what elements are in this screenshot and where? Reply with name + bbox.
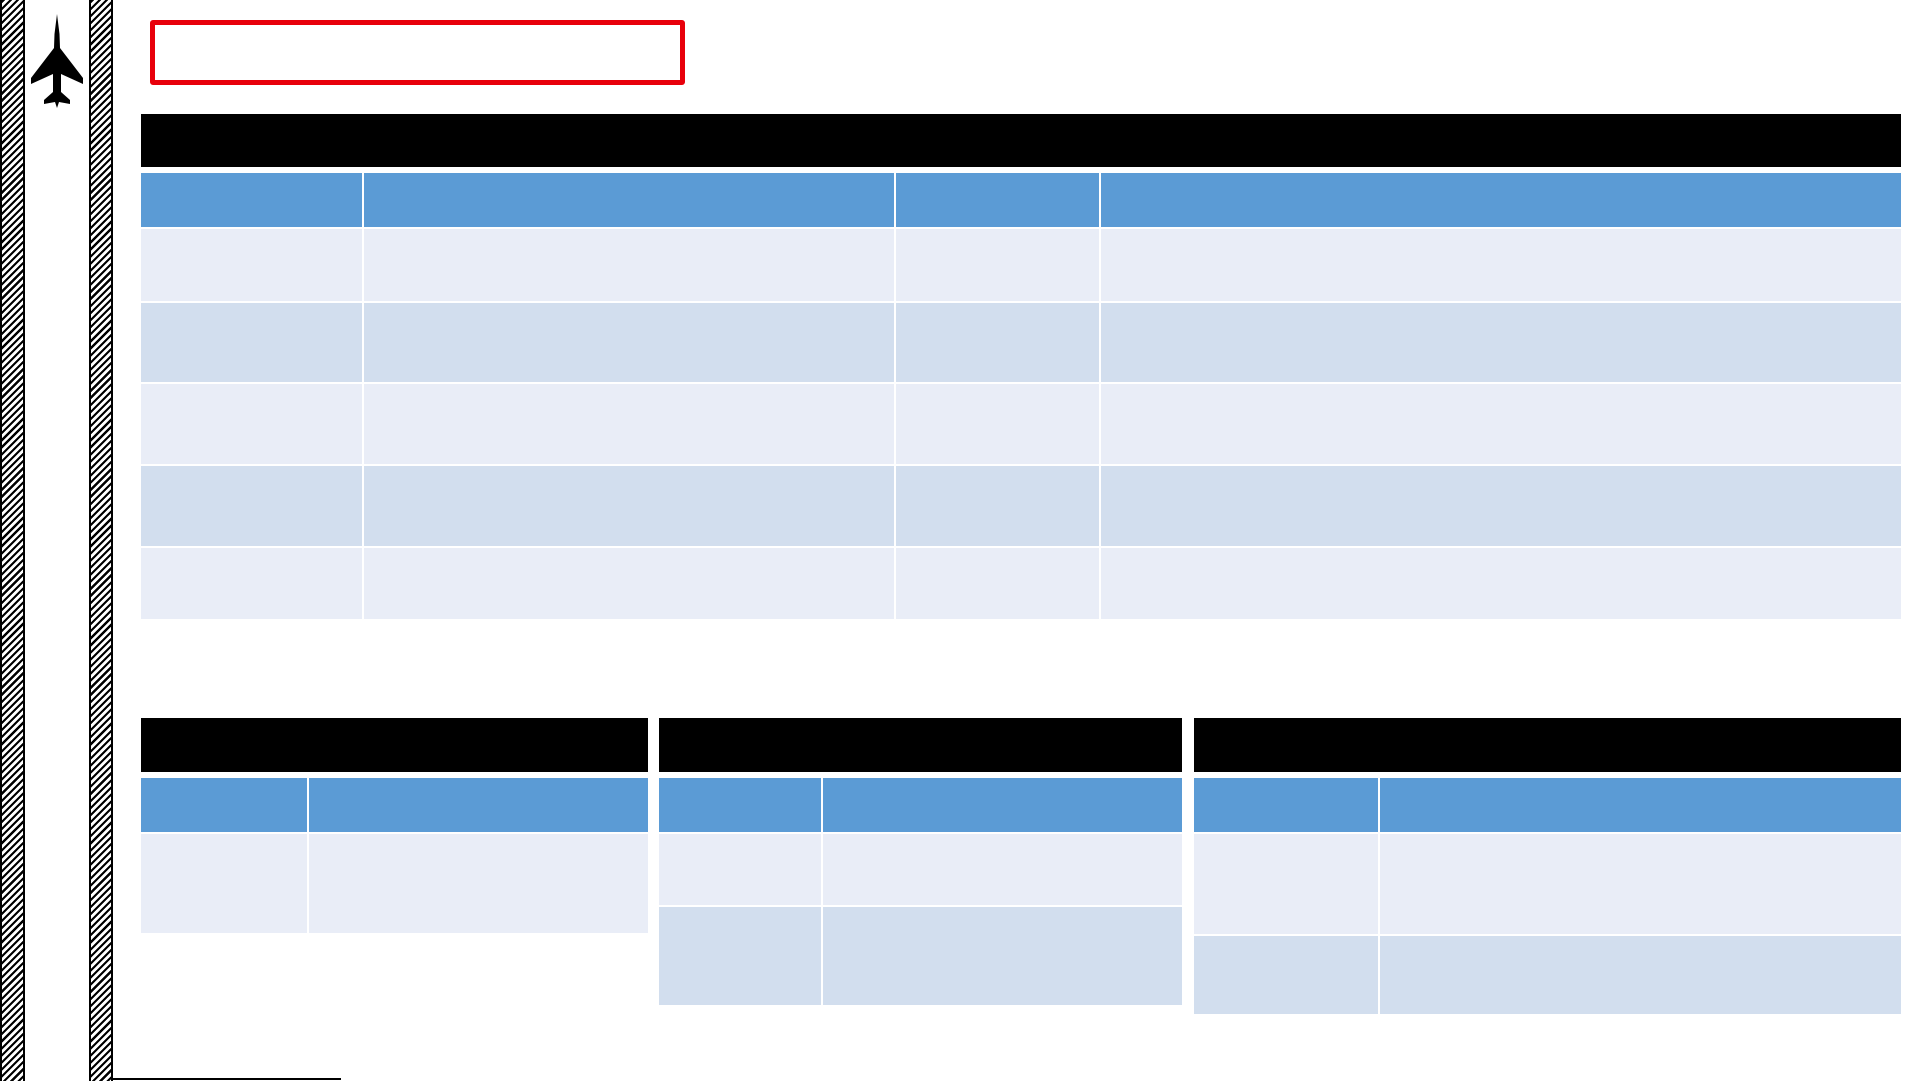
table-cell — [1380, 936, 1901, 1014]
main-table-header — [141, 173, 1901, 229]
table-row — [141, 303, 1901, 384]
table-row — [1194, 936, 1901, 1014]
column-header — [364, 173, 896, 229]
column-header — [823, 778, 1182, 834]
page-title-box — [150, 20, 685, 85]
column-header — [659, 778, 823, 834]
table-cell — [1101, 303, 1901, 384]
column-header — [141, 778, 309, 834]
table-row — [1194, 834, 1901, 936]
table-cell — [896, 229, 1101, 303]
table-cell — [896, 548, 1101, 619]
column-header — [1101, 173, 1901, 229]
fighter-jet-icon — [31, 14, 83, 108]
right-table — [1194, 718, 1901, 1014]
left-table-header — [141, 778, 648, 834]
column-header — [1380, 778, 1901, 834]
table-cell — [141, 384, 364, 466]
column-header — [309, 778, 648, 834]
table-cell — [1194, 936, 1380, 1014]
right-table-header — [1194, 778, 1901, 834]
table-cell — [823, 907, 1182, 1005]
right-table-title — [1194, 718, 1901, 778]
middle-table — [659, 718, 1182, 1005]
table-cell — [823, 834, 1182, 907]
middle-table-title — [659, 718, 1182, 778]
table-row — [141, 548, 1901, 619]
column-header — [896, 173, 1101, 229]
table-row — [141, 834, 648, 933]
table-cell — [659, 834, 823, 907]
table-cell — [896, 384, 1101, 466]
main-table-title — [141, 114, 1901, 173]
table-cell — [659, 907, 823, 1005]
right-hatched-border — [89, 0, 113, 1081]
footer-rule — [113, 1078, 341, 1080]
table-cell — [1194, 834, 1380, 936]
left-table-title — [141, 718, 648, 778]
left-table-title-row — [141, 718, 648, 778]
table-row — [141, 229, 1901, 303]
table-row — [141, 384, 1901, 466]
table-cell — [141, 229, 364, 303]
table-cell — [1101, 466, 1901, 548]
table-row — [141, 466, 1901, 548]
table-cell — [364, 229, 896, 303]
table-cell — [896, 466, 1101, 548]
middle-table-header — [659, 778, 1182, 834]
main-table-title-row — [141, 114, 1901, 173]
column-header — [1194, 778, 1380, 834]
left-table — [141, 718, 648, 933]
table-cell — [364, 548, 896, 619]
table-cell — [1101, 548, 1901, 619]
table-row — [659, 907, 1182, 1005]
table-cell — [896, 303, 1101, 384]
column-header — [141, 173, 364, 229]
table-cell — [1101, 384, 1901, 466]
main-table — [141, 114, 1901, 619]
right-table-title-row — [1194, 718, 1901, 778]
left-hatched-border — [0, 0, 25, 1081]
table-cell — [364, 303, 896, 384]
table-row — [659, 834, 1182, 907]
table-cell — [141, 466, 364, 548]
table-cell — [364, 384, 896, 466]
table-cell — [141, 834, 309, 933]
table-cell — [1101, 229, 1901, 303]
table-cell — [141, 303, 364, 384]
table-cell — [364, 466, 896, 548]
table-cell — [1380, 834, 1901, 936]
table-cell — [309, 834, 648, 933]
table-cell — [141, 548, 364, 619]
middle-table-title-row — [659, 718, 1182, 778]
